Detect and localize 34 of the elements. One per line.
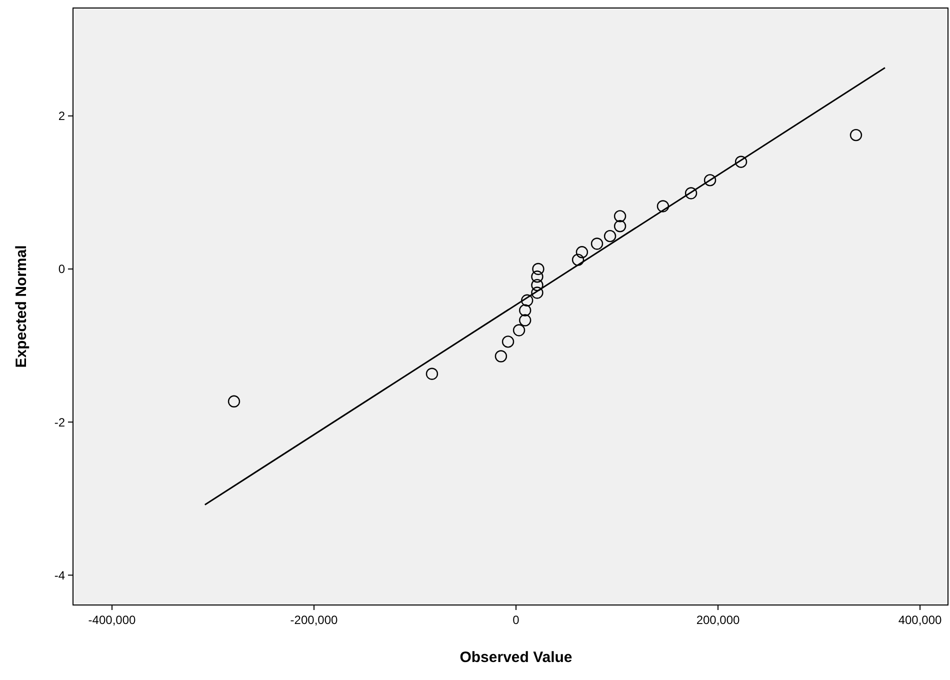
point — [518, 314, 532, 326]
x-tick-label: 200,000 — [696, 613, 740, 627]
y-tick-label: -2 — [54, 415, 66, 430]
point — [572, 254, 584, 266]
point — [614, 220, 626, 232]
point — [228, 395, 240, 408]
point — [494, 350, 508, 362]
point — [502, 336, 514, 348]
point — [521, 294, 534, 306]
point — [850, 128, 862, 142]
point — [590, 238, 604, 250]
y-axis-title: Expected Normal — [13, 245, 30, 368]
point — [704, 174, 716, 186]
y-tick-label: 2 — [58, 109, 66, 124]
point — [656, 200, 670, 212]
point — [426, 368, 438, 380]
point — [512, 324, 526, 336]
point — [518, 304, 532, 316]
x-axis-title: Observed Value — [460, 649, 572, 666]
x-tick-label: -400,000 — [88, 613, 136, 627]
point — [531, 286, 544, 299]
y-tick-label: -4 — [54, 568, 66, 582]
point — [532, 262, 544, 276]
point — [614, 210, 626, 222]
y-tick-label: 0 — [58, 262, 66, 276]
x-tick-label: -200,000 — [290, 613, 338, 627]
point — [684, 187, 698, 200]
point — [576, 246, 588, 258]
point — [531, 278, 544, 292]
point — [604, 230, 616, 242]
point — [734, 156, 748, 168]
point — [531, 270, 544, 283]
x-tick-label: 400,000 — [898, 613, 942, 627]
x-tick-label: 0 — [512, 613, 520, 627]
